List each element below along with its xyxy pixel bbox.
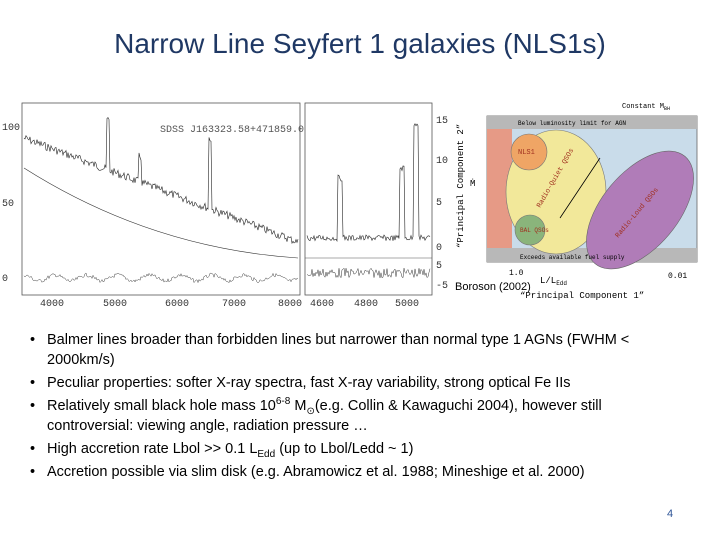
y-tick-label: 0 — [2, 274, 8, 285]
bal-region — [514, 214, 546, 246]
tick-right: 0.01 — [668, 272, 687, 281]
arrow — [559, 157, 601, 219]
bullet-text: (up to Lbol/Ledd ~ 1) — [275, 441, 414, 457]
page-number: 4 — [667, 508, 674, 520]
right-tick-label: 15 — [436, 116, 448, 127]
nls1-region — [510, 133, 548, 171]
diagram: Constant MBH Below luminosity limit for … — [456, 103, 698, 301]
bullet: Peculiar properties: softer X-ray spectr… — [30, 373, 690, 393]
spectrum-curves — [23, 117, 431, 284]
bullet-text: 6-8 — [275, 396, 291, 408]
bullet-text: Relatively small black hole mass 10 — [47, 398, 276, 414]
bottom-band-label: Exceeds available fuel supply — [520, 254, 625, 261]
mdot-label: Ṁ — [470, 178, 475, 189]
right-tick-label: 5 — [436, 261, 442, 272]
pc1-label: “Principal Component 1” — [520, 291, 644, 301]
y-tick-label: 50 — [2, 199, 14, 210]
bullet: Relatively small black hole mass 106-8 M… — [30, 396, 690, 436]
top-band — [487, 116, 697, 129]
x-tick-label: 6000 — [165, 299, 189, 310]
right-tick-label: 0 — [436, 243, 442, 254]
y-tick-label: 100 — [2, 123, 20, 134]
spectrum-line — [23, 117, 299, 245]
figure-credit: Boroson (2002) — [455, 281, 531, 293]
rl-region — [586, 150, 694, 270]
bullet-text: High accretion rate Lbol >> 0.1 L — [47, 441, 258, 457]
inset-x-tick-label: 4800 — [354, 299, 378, 310]
x-tick-label: 5000 — [103, 299, 127, 310]
constant-label: Constant MBH — [622, 103, 670, 112]
x-tick-label: 8000 — [278, 299, 302, 310]
bullet-text: Accretion possible via slim disk (e.g. A… — [47, 464, 585, 480]
bullet-text: M — [290, 398, 307, 414]
right-tick-label: 5 — [436, 198, 442, 209]
spectrum-label: SDSS J163323.58+471859.0 — [160, 125, 304, 136]
spectrum-frame — [21, 102, 301, 296]
right-tick-label: -5 — [436, 281, 448, 292]
inset-line — [306, 123, 431, 242]
tick-left: 1.0 — [509, 269, 524, 278]
inset-x-tick-label: 4600 — [310, 299, 334, 310]
right-tick-label: 10 — [436, 156, 448, 167]
inset-residual — [306, 267, 431, 279]
bullet: Balmer lines broader than forbidden line… — [30, 330, 690, 370]
bullet-text: Peculiar properties: softer X-ray spectr… — [47, 375, 571, 391]
bullet-text: ⊙ — [306, 405, 315, 417]
ratio-label: L/LEdd — [540, 276, 567, 287]
pc2-label: “Principal Component 2” — [456, 124, 466, 248]
bullet-text: Edd — [257, 448, 276, 460]
slide-title: Narrow Line Seyfert 1 galaxies (NLS1s) — [114, 28, 606, 59]
residual-line — [23, 272, 299, 284]
bullet-list: Balmer lines broader than forbidden line… — [30, 330, 690, 485]
bullet: High accretion rate Lbol >> 0.1 LEdd (up… — [30, 439, 690, 459]
x-tick-label: 4000 — [40, 299, 64, 310]
bal-label: BAL QSOs — [520, 227, 549, 234]
bullet: Accretion possible via slim disk (e.g. A… — [30, 462, 690, 482]
nls1-label: NLS1 — [518, 149, 535, 157]
bullet-text: Balmer lines broader than forbidden line… — [47, 332, 630, 368]
top-band-label: Below luminosity limit for AGN — [518, 120, 626, 127]
x-tick-label: 7000 — [222, 299, 246, 310]
inset-frame — [304, 102, 433, 296]
inset-x-tick-label: 5000 — [395, 299, 419, 310]
bullet-text: (e.g. Collin & Kawaguchi 2004), however … — [47, 398, 602, 434]
continuum — [23, 167, 299, 259]
